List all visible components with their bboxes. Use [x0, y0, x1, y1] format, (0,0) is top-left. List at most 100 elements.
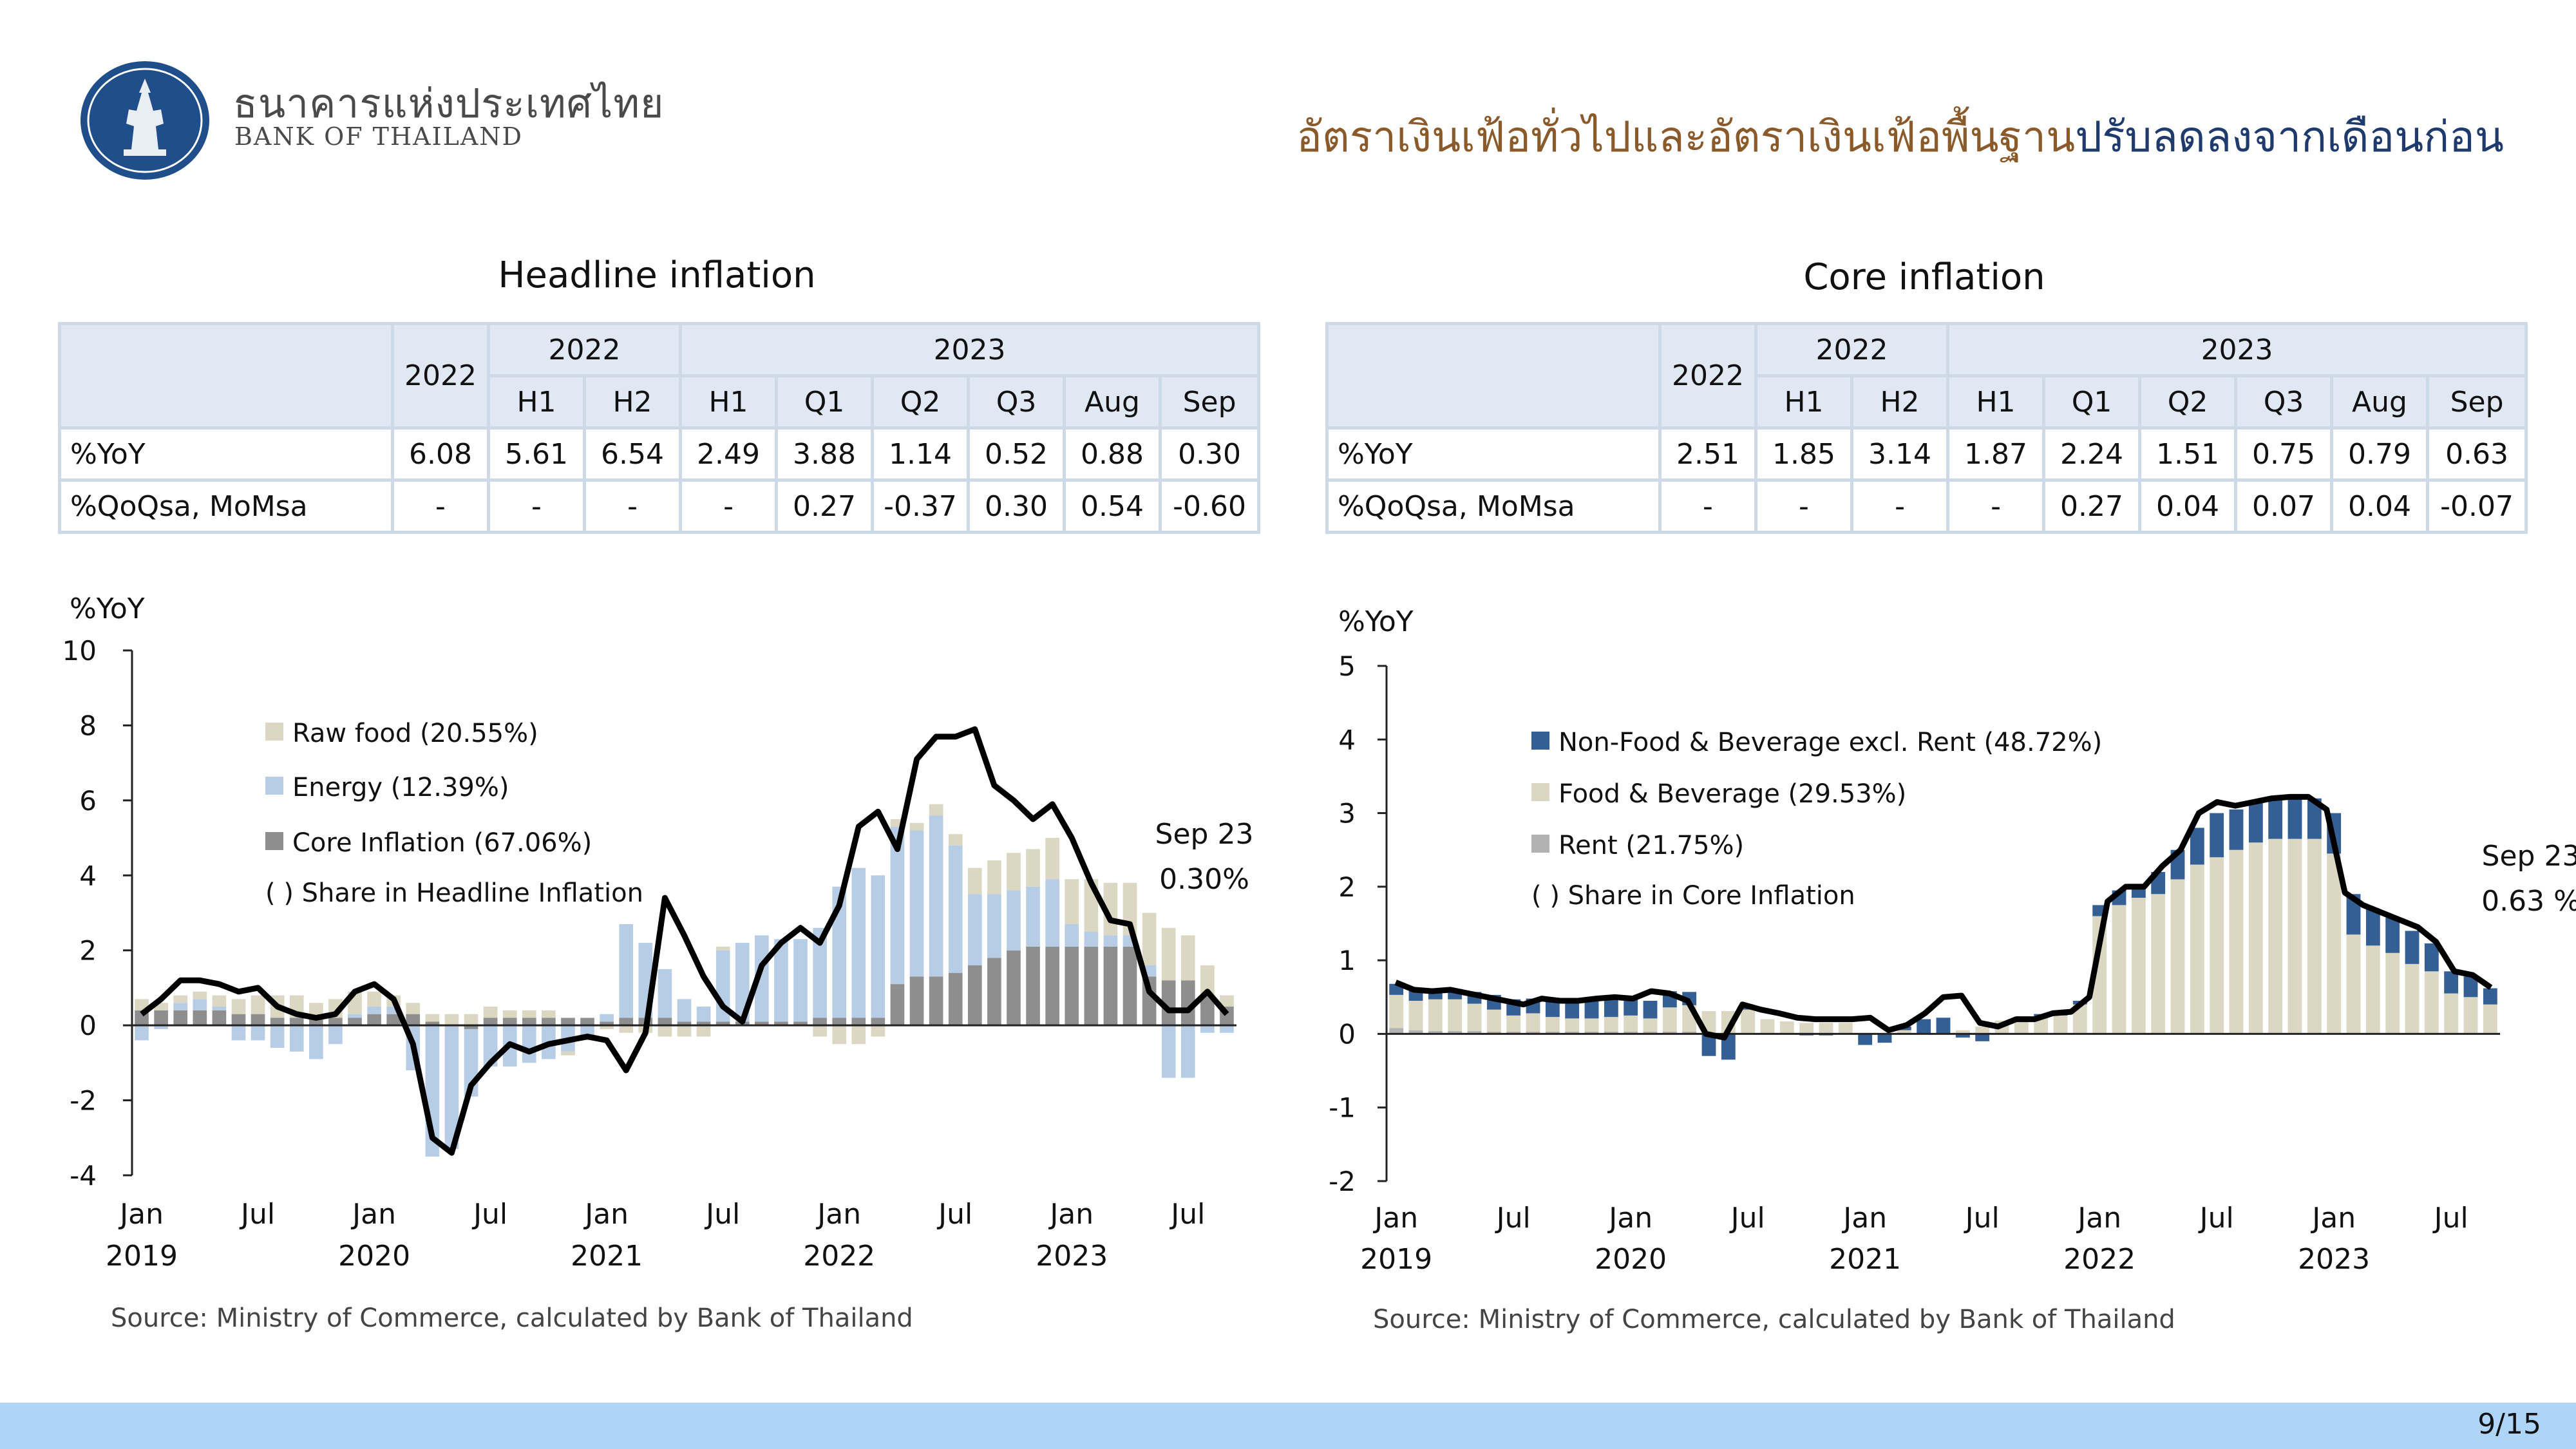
bar-food-40: [2170, 879, 2185, 1034]
bar-energy-6: [251, 1025, 265, 1041]
y-tick-label: 6: [79, 785, 97, 817]
year-2022-full: 2022: [391, 322, 490, 430]
bar-raw-28: [677, 1025, 692, 1037]
bar-energy-45: [1007, 890, 1021, 951]
cell: -: [487, 478, 586, 534]
bar-core-30: [715, 1021, 730, 1026]
x-tick-year: 2023: [2298, 1243, 2370, 1276]
x-tick-year: 2021: [1829, 1243, 1901, 1276]
bar-food-9: [1565, 1018, 1580, 1032]
headline-panel-title: Headline inflation: [498, 254, 816, 296]
bar-food-14: [1662, 1007, 1677, 1032]
cell: 0.63: [2426, 426, 2528, 482]
y-tick-label: 5: [1338, 650, 1356, 682]
x-tick-label: Jul: [1495, 1202, 1531, 1235]
bar-rent-7: [1526, 1032, 1540, 1034]
bar-food-53: [2424, 971, 2439, 1034]
bar-energy-10: [328, 1025, 343, 1045]
bar-raw-29: [696, 1025, 711, 1037]
x-tick-label: Jan: [1841, 1202, 1887, 1235]
bar-food-18: [1741, 1009, 1756, 1034]
y-tick-label: 2: [79, 935, 97, 967]
row-label: %YoY: [1325, 426, 1662, 482]
core-source-note: Source: Ministry of Commerce, calculated…: [1373, 1305, 2175, 1334]
bar-food-34: [2053, 1015, 2068, 1034]
bar-food-37: [2112, 905, 2126, 1034]
bar-nonfood-43: [2229, 809, 2244, 850]
x-tick-label: Jul: [2432, 1202, 2468, 1235]
core-panel-title: Core inflation: [1803, 256, 2045, 298]
y-tick-label: 0: [79, 1010, 97, 1041]
subhead: Q2: [871, 374, 971, 430]
bar-core-29: [696, 1021, 711, 1026]
legend-label: Food & Beverage (29.53%): [1558, 779, 1906, 809]
bar-rent-9: [1565, 1032, 1580, 1034]
bar-food-38: [2131, 898, 2146, 1034]
bank-of-thailand-logo: [80, 61, 209, 180]
bar-nonfood-28: [1936, 1018, 1951, 1034]
bar-raw-40: [909, 822, 924, 831]
bar-food-35: [2072, 1004, 2087, 1034]
headline-source-note: Source: Ministry of Commerce, calculated…: [111, 1303, 913, 1333]
bar-nonfood-55: [2463, 976, 2478, 998]
subhead: Q3: [2234, 374, 2334, 430]
table-header-row: 2022 2022 2023: [58, 322, 1261, 430]
bar-food-42: [2210, 857, 2224, 1034]
cell: -: [391, 478, 490, 534]
cell: 1.51: [2138, 426, 2238, 482]
bar-raw-12: [367, 991, 381, 1007]
bar-food-44: [2248, 842, 2263, 1034]
bar-energy-25: [619, 923, 634, 1018]
x-tick-label: Jan: [583, 1198, 629, 1231]
cell: 2.51: [1658, 426, 1757, 482]
bar-energy-47: [1045, 879, 1059, 947]
y-tick-label: 1: [1338, 945, 1356, 976]
bar-core-10: [328, 1018, 343, 1026]
x-tick-label: Jul: [239, 1198, 275, 1231]
x-tick-label: Jan: [815, 1198, 861, 1231]
bar-nonfood-56: [2483, 988, 2497, 1005]
cell: 0.54: [1063, 478, 1162, 534]
bar-core-17: [464, 1025, 478, 1029]
legend-label: Core Inflation (67.06%): [292, 828, 592, 858]
row-label: %QoQsa, MoMsa: [58, 478, 394, 534]
bar-rent-1: [1408, 1030, 1423, 1034]
bar-energy-37: [851, 867, 866, 1018]
subhead: Aug: [1063, 374, 1162, 430]
bar-food-12: [1624, 1015, 1638, 1032]
x-tick-label: Jul: [936, 1198, 972, 1231]
bar-raw-1: [154, 1003, 168, 1010]
org-name-english: BANK OF THAILAND: [234, 122, 524, 151]
bar-energy-38: [871, 875, 886, 1018]
y-tick-label: -1: [1329, 1092, 1356, 1124]
cell: 0.75: [2234, 426, 2334, 482]
bar-nonfood-8: [1545, 1001, 1560, 1018]
bar-energy-27: [658, 969, 672, 1018]
subhead: H1: [487, 374, 586, 430]
bar-rent-3: [1448, 1030, 1463, 1034]
bar-nonfood-41: [2190, 828, 2204, 865]
bar-core-19: [502, 1018, 517, 1026]
bar-raw-43: [967, 867, 982, 895]
bar-food-3: [1448, 999, 1463, 1031]
bar-core-55: [1200, 995, 1215, 1026]
bar-core-53: [1161, 980, 1176, 1026]
subhead: H1: [1754, 374, 1853, 430]
legend-note: ( ) Share in Core Inflation: [1531, 881, 1855, 911]
bar-core-28: [677, 1021, 692, 1026]
bar-food-56: [2483, 1004, 2497, 1034]
x-tick-year: 2023: [1036, 1240, 1108, 1273]
bar-raw-27: [658, 1025, 672, 1037]
bar-energy-43: [967, 894, 982, 965]
bar-energy-13: [386, 1007, 401, 1014]
core-inflation-chart: %YoY -2 -1 0 1 2 3 4 5 Jan 2019 Jul Jan 2020 Jul Jan 202…: [1329, 605, 2576, 1276]
cell: 0.30: [1159, 426, 1261, 482]
cell: 5.61: [487, 426, 586, 482]
bar-raw-48: [1065, 879, 1079, 924]
bar-core-18: [483, 1018, 498, 1026]
bar-raw-53: [1161, 927, 1176, 981]
bar-raw-54: [1180, 935, 1195, 981]
bar-food-8: [1545, 1017, 1560, 1032]
x-tick-label: Jan: [118, 1198, 164, 1231]
bar-energy-40: [909, 830, 924, 977]
